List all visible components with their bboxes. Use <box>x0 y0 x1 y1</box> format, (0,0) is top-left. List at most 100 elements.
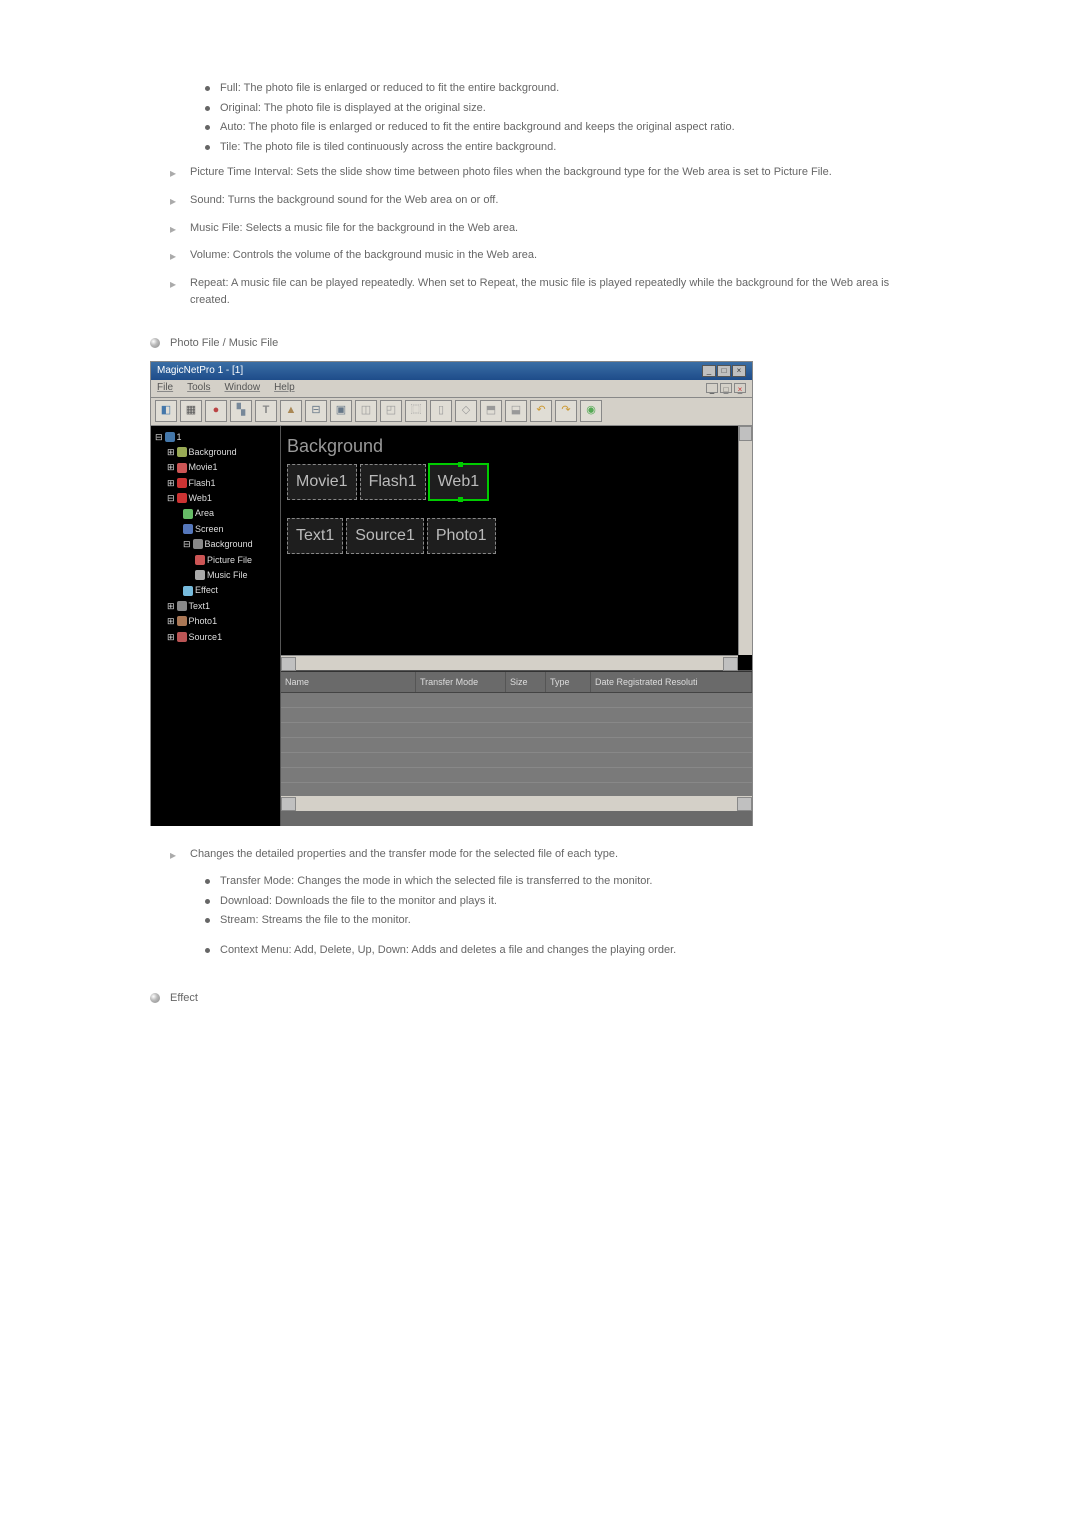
changes-list: Changes the detailed properties and the … <box>170 846 925 864</box>
toolbar-btn-10[interactable]: ◰ <box>380 400 402 422</box>
menu-file[interactable]: File <box>157 380 173 396</box>
tree-screen[interactable]: Screen <box>155 522 276 536</box>
flash-icon <box>177 478 187 488</box>
doc-restore-icon[interactable]: □ <box>720 383 732 393</box>
canvas-flash1[interactable]: Flash1 <box>360 464 426 500</box>
table-row <box>281 738 752 753</box>
tree-panel: ⊟ 1 ⊞ Background ⊞ Movie1 ⊞ Flash1 ⊟ Web… <box>151 426 281 826</box>
photo-icon <box>177 616 187 626</box>
table-row <box>281 708 752 723</box>
tree-movie1[interactable]: ⊞ Movie1 <box>155 460 276 474</box>
menu-help[interactable]: Help <box>274 380 295 396</box>
arrow-music-file: Music File: Selects a music file for the… <box>170 220 925 238</box>
tree-music-file[interactable]: Music File <box>155 568 276 582</box>
doc-close-icon[interactable]: × <box>734 383 746 393</box>
toolbar-btn-14[interactable]: ⬒ <box>480 400 502 422</box>
canvas-source1[interactable]: Source1 <box>346 518 424 554</box>
toolbar-btn-12[interactable]: ▯ <box>430 400 452 422</box>
tree-picture-file[interactable]: Picture File <box>155 553 276 567</box>
top-bullet-list: Full: The photo file is enlarged or redu… <box>205 80 925 156</box>
tree-flash1[interactable]: ⊞ Flash1 <box>155 476 276 490</box>
section-title: Photo File / Music File <box>170 337 278 349</box>
table-row <box>281 723 752 738</box>
area-icon <box>183 509 193 519</box>
folder-icon <box>177 447 187 457</box>
bullet-context-menu: Context Menu: Add, Delete, Up, Down: Add… <box>205 942 925 960</box>
canvas-area[interactable]: Background Movie1 Flash1 Web1 Text1 Sour… <box>281 426 752 671</box>
screen2-icon <box>183 524 193 534</box>
tree-bg2[interactable]: ⊟ Background <box>155 537 276 551</box>
col-date[interactable]: Date Registrated Resoluti <box>591 672 752 692</box>
canvas-movie1[interactable]: Movie1 <box>287 464 357 500</box>
close-button[interactable]: × <box>732 365 746 377</box>
table-row <box>281 753 752 768</box>
bg-icon <box>193 539 203 549</box>
bullet-tile: Tile: The photo file is tiled continuous… <box>205 139 925 157</box>
toolbar-btn-1[interactable]: ◧ <box>155 400 177 422</box>
tree-web1[interactable]: ⊟ Web1 <box>155 491 276 505</box>
doc-window-controls: _ □ × <box>706 383 746 393</box>
bullet-auto: Auto: The photo file is enlarged or redu… <box>205 119 925 137</box>
arrow-picture-time: Picture Time Interval: Sets the slide sh… <box>170 164 925 182</box>
col-size[interactable]: Size <box>506 672 546 692</box>
tree-text1[interactable]: ⊞ Text1 <box>155 599 276 613</box>
toolbar-btn-9[interactable]: ◫ <box>355 400 377 422</box>
canvas-text1[interactable]: Text1 <box>287 518 343 554</box>
toolbar-btn-13[interactable]: ◇ <box>455 400 477 422</box>
canvas-hscroll[interactable] <box>281 655 738 670</box>
tree-root[interactable]: ⊟ 1 <box>155 430 276 444</box>
minimize-button[interactable]: _ <box>702 365 716 377</box>
toolbar-btn-4[interactable]: ▚ <box>230 400 252 422</box>
bullet-download: Download: Downloads the file to the moni… <box>205 893 925 911</box>
canvas-photo1[interactable]: Photo1 <box>427 518 496 554</box>
web-icon <box>177 493 187 503</box>
doc-minimize-icon[interactable]: _ <box>706 383 718 393</box>
toolbar-btn-2[interactable]: ▦ <box>180 400 202 422</box>
menubar: File Tools Window Help _ □ × <box>151 380 752 398</box>
tree-area[interactable]: Area <box>155 506 276 520</box>
toolbar-btn-8[interactable]: ▣ <box>330 400 352 422</box>
maximize-button[interactable]: □ <box>717 365 731 377</box>
menu-window[interactable]: Window <box>224 380 260 396</box>
col-transfer-mode[interactable]: Transfer Mode <box>416 672 506 692</box>
col-type[interactable]: Type <box>546 672 591 692</box>
tree-photo1[interactable]: ⊞ Photo1 <box>155 614 276 628</box>
bullet-full: Full: The photo file is enlarged or redu… <box>205 80 925 98</box>
toolbar-btn-T[interactable]: T <box>255 400 277 422</box>
canvas-bg-label: Background <box>287 432 746 461</box>
canvas-vscroll[interactable] <box>738 426 752 655</box>
arrow-sound: Sound: Turns the background sound for th… <box>170 192 925 210</box>
titlebar: MagicNetPro 1 - [1] _ □ × <box>151 362 752 380</box>
bullet-stream: Stream: Streams the file to the monitor. <box>205 912 925 930</box>
tree-source1[interactable]: ⊞ Source1 <box>155 630 276 644</box>
bullet-original: Original: The photo file is displayed at… <box>205 100 925 118</box>
toolbar-btn-6[interactable]: ▲ <box>280 400 302 422</box>
grid-hscroll[interactable] <box>281 796 752 811</box>
toolbar-btn-18[interactable]: ◉ <box>580 400 602 422</box>
table-row <box>281 693 752 708</box>
music-icon <box>195 570 205 580</box>
canvas-web1[interactable]: Web1 <box>429 464 489 500</box>
arrow-volume: Volume: Controls the volume of the backg… <box>170 247 925 265</box>
col-name[interactable]: Name <box>281 672 416 692</box>
toolbar-btn-3[interactable]: ● <box>205 400 227 422</box>
toolbar-btn-7[interactable]: ⊟ <box>305 400 327 422</box>
tree-background[interactable]: ⊞ Background <box>155 445 276 459</box>
grid-body[interactable] <box>281 693 752 796</box>
bullet-transfer-mode: Transfer Mode: Changes the mode in which… <box>205 873 925 891</box>
section-effect-title: Effect <box>170 992 198 1004</box>
table-row <box>281 768 752 783</box>
text-icon <box>177 601 187 611</box>
menu-tools[interactable]: Tools <box>187 380 210 396</box>
toolbar-btn-15[interactable]: ⬓ <box>505 400 527 422</box>
sub-bullet-list: Transfer Mode: Changes the mode in which… <box>205 873 925 959</box>
toolbar-btn-11[interactable]: ⿴ <box>405 400 427 422</box>
section-effect: Effect <box>150 990 925 1008</box>
toolbar-btn-undo[interactable]: ↶ <box>530 400 552 422</box>
file-grid: Name Transfer Mode Size Type Date Regist… <box>281 671 752 826</box>
grid-header: Name Transfer Mode Size Type Date Regist… <box>281 672 752 693</box>
toolbar-btn-redo[interactable]: ↷ <box>555 400 577 422</box>
tree-effect[interactable]: Effect <box>155 583 276 597</box>
effect-icon <box>183 586 193 596</box>
screen-icon <box>165 432 175 442</box>
